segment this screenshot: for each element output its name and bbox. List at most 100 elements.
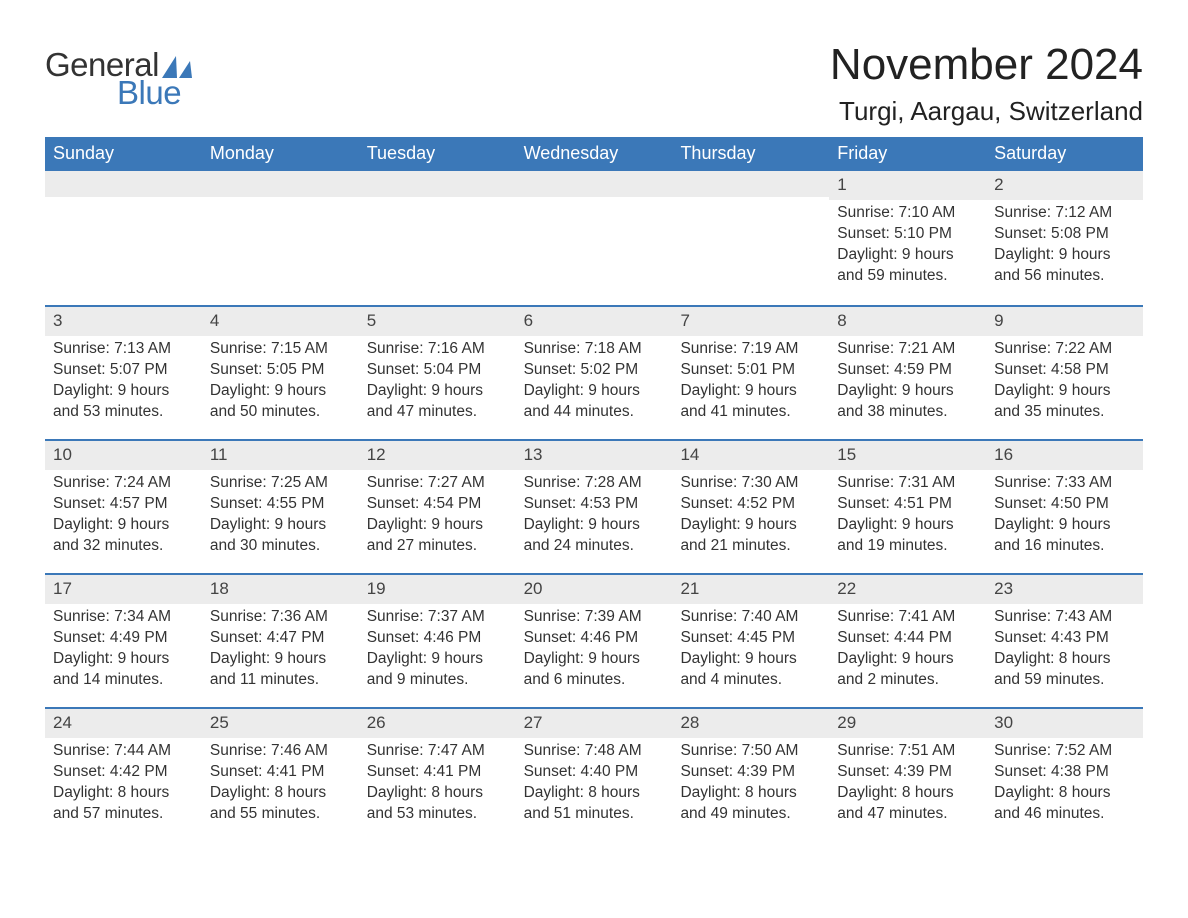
day-cell: 14Sunrise: 7:30 AMSunset: 4:52 PMDayligh… (672, 441, 829, 573)
day-cell: 24Sunrise: 7:44 AMSunset: 4:42 PMDayligh… (45, 709, 202, 841)
day-header: Sunday (45, 137, 202, 171)
day-number: 9 (986, 307, 1143, 336)
daylight-text: Daylight: 9 hours and 11 minutes. (210, 649, 351, 691)
day-number: 28 (672, 709, 829, 738)
sunrise-text: Sunrise: 7:39 AM (524, 607, 665, 628)
day-cell: 4Sunrise: 7:15 AMSunset: 5:05 PMDaylight… (202, 307, 359, 439)
day-number: 14 (672, 441, 829, 470)
location-title: Turgi, Aargau, Switzerland (830, 96, 1143, 127)
sunrise-text: Sunrise: 7:12 AM (994, 203, 1135, 224)
day-body: Sunrise: 7:44 AMSunset: 4:42 PMDaylight:… (45, 738, 202, 837)
daylight-text: Daylight: 9 hours and 6 minutes. (524, 649, 665, 691)
sunset-text: Sunset: 4:43 PM (994, 628, 1135, 649)
daylight-text: Daylight: 9 hours and 53 minutes. (53, 381, 194, 423)
sunset-text: Sunset: 4:55 PM (210, 494, 351, 515)
daylight-text: Daylight: 9 hours and 16 minutes. (994, 515, 1135, 557)
day-cell (45, 171, 202, 305)
day-cell: 25Sunrise: 7:46 AMSunset: 4:41 PMDayligh… (202, 709, 359, 841)
day-cell (672, 171, 829, 305)
day-cell: 29Sunrise: 7:51 AMSunset: 4:39 PMDayligh… (829, 709, 986, 841)
daylight-text: Daylight: 8 hours and 46 minutes. (994, 783, 1135, 825)
day-body: Sunrise: 7:21 AMSunset: 4:59 PMDaylight:… (829, 336, 986, 435)
day-body: Sunrise: 7:51 AMSunset: 4:39 PMDaylight:… (829, 738, 986, 837)
daylight-text: Daylight: 9 hours and 27 minutes. (367, 515, 508, 557)
day-number: 15 (829, 441, 986, 470)
day-number: 20 (516, 575, 673, 604)
day-header: Tuesday (359, 137, 516, 171)
day-body: Sunrise: 7:40 AMSunset: 4:45 PMDaylight:… (672, 604, 829, 703)
day-cell: 23Sunrise: 7:43 AMSunset: 4:43 PMDayligh… (986, 575, 1143, 707)
day-body: Sunrise: 7:31 AMSunset: 4:51 PMDaylight:… (829, 470, 986, 569)
sunrise-text: Sunrise: 7:41 AM (837, 607, 978, 628)
sunrise-text: Sunrise: 7:50 AM (680, 741, 821, 762)
day-number (516, 171, 673, 197)
daylight-text: Daylight: 9 hours and 56 minutes. (994, 245, 1135, 287)
sunset-text: Sunset: 4:47 PM (210, 628, 351, 649)
sunrise-text: Sunrise: 7:22 AM (994, 339, 1135, 360)
sunset-text: Sunset: 4:49 PM (53, 628, 194, 649)
day-body: Sunrise: 7:34 AMSunset: 4:49 PMDaylight:… (45, 604, 202, 703)
day-cell: 1Sunrise: 7:10 AMSunset: 5:10 PMDaylight… (829, 171, 986, 305)
week-row: 10Sunrise: 7:24 AMSunset: 4:57 PMDayligh… (45, 439, 1143, 573)
day-body: Sunrise: 7:28 AMSunset: 4:53 PMDaylight:… (516, 470, 673, 569)
sunrise-text: Sunrise: 7:25 AM (210, 473, 351, 494)
day-cell: 2Sunrise: 7:12 AMSunset: 5:08 PMDaylight… (986, 171, 1143, 305)
day-body: Sunrise: 7:41 AMSunset: 4:44 PMDaylight:… (829, 604, 986, 703)
sunset-text: Sunset: 4:41 PM (210, 762, 351, 783)
day-number: 19 (359, 575, 516, 604)
sunset-text: Sunset: 4:51 PM (837, 494, 978, 515)
day-cell: 9Sunrise: 7:22 AMSunset: 4:58 PMDaylight… (986, 307, 1143, 439)
sunset-text: Sunset: 4:53 PM (524, 494, 665, 515)
sunrise-text: Sunrise: 7:37 AM (367, 607, 508, 628)
daylight-text: Daylight: 9 hours and 9 minutes. (367, 649, 508, 691)
sunset-text: Sunset: 4:38 PM (994, 762, 1135, 783)
sunset-text: Sunset: 5:10 PM (837, 224, 978, 245)
sunrise-text: Sunrise: 7:13 AM (53, 339, 194, 360)
day-body: Sunrise: 7:47 AMSunset: 4:41 PMDaylight:… (359, 738, 516, 837)
sunset-text: Sunset: 4:44 PM (837, 628, 978, 649)
day-body: Sunrise: 7:43 AMSunset: 4:43 PMDaylight:… (986, 604, 1143, 703)
sunset-text: Sunset: 4:52 PM (680, 494, 821, 515)
day-body: Sunrise: 7:12 AMSunset: 5:08 PMDaylight:… (986, 200, 1143, 299)
day-body: Sunrise: 7:24 AMSunset: 4:57 PMDaylight:… (45, 470, 202, 569)
day-number: 13 (516, 441, 673, 470)
day-body: Sunrise: 7:33 AMSunset: 4:50 PMDaylight:… (986, 470, 1143, 569)
month-title: November 2024 (830, 40, 1143, 90)
day-number: 30 (986, 709, 1143, 738)
day-cell: 11Sunrise: 7:25 AMSunset: 4:55 PMDayligh… (202, 441, 359, 573)
daylight-text: Daylight: 8 hours and 49 minutes. (680, 783, 821, 825)
day-cell (359, 171, 516, 305)
sunset-text: Sunset: 4:59 PM (837, 360, 978, 381)
day-cell: 21Sunrise: 7:40 AMSunset: 4:45 PMDayligh… (672, 575, 829, 707)
sunset-text: Sunset: 4:45 PM (680, 628, 821, 649)
daylight-text: Daylight: 9 hours and 38 minutes. (837, 381, 978, 423)
day-body: Sunrise: 7:46 AMSunset: 4:41 PMDaylight:… (202, 738, 359, 837)
day-body: Sunrise: 7:36 AMSunset: 4:47 PMDaylight:… (202, 604, 359, 703)
sunset-text: Sunset: 4:46 PM (367, 628, 508, 649)
day-header: Saturday (986, 137, 1143, 171)
week-row: 17Sunrise: 7:34 AMSunset: 4:49 PMDayligh… (45, 573, 1143, 707)
day-number: 2 (986, 171, 1143, 200)
week-row: 3Sunrise: 7:13 AMSunset: 5:07 PMDaylight… (45, 305, 1143, 439)
day-body: Sunrise: 7:27 AMSunset: 4:54 PMDaylight:… (359, 470, 516, 569)
sunset-text: Sunset: 5:02 PM (524, 360, 665, 381)
day-header: Monday (202, 137, 359, 171)
daylight-text: Daylight: 9 hours and 14 minutes. (53, 649, 194, 691)
daylight-text: Daylight: 9 hours and 47 minutes. (367, 381, 508, 423)
calendar: SundayMondayTuesdayWednesdayThursdayFrid… (45, 137, 1143, 841)
sunrise-text: Sunrise: 7:16 AM (367, 339, 508, 360)
day-header: Friday (829, 137, 986, 171)
day-header: Wednesday (516, 137, 673, 171)
sunrise-text: Sunrise: 7:33 AM (994, 473, 1135, 494)
day-number: 16 (986, 441, 1143, 470)
daylight-text: Daylight: 9 hours and 44 minutes. (524, 381, 665, 423)
day-number (202, 171, 359, 197)
day-body: Sunrise: 7:18 AMSunset: 5:02 PMDaylight:… (516, 336, 673, 435)
sunrise-text: Sunrise: 7:28 AM (524, 473, 665, 494)
day-body: Sunrise: 7:52 AMSunset: 4:38 PMDaylight:… (986, 738, 1143, 837)
sunrise-text: Sunrise: 7:34 AM (53, 607, 194, 628)
day-cell (516, 171, 673, 305)
day-body: Sunrise: 7:15 AMSunset: 5:05 PMDaylight:… (202, 336, 359, 435)
week-row: 1Sunrise: 7:10 AMSunset: 5:10 PMDaylight… (45, 171, 1143, 305)
day-cell: 26Sunrise: 7:47 AMSunset: 4:41 PMDayligh… (359, 709, 516, 841)
